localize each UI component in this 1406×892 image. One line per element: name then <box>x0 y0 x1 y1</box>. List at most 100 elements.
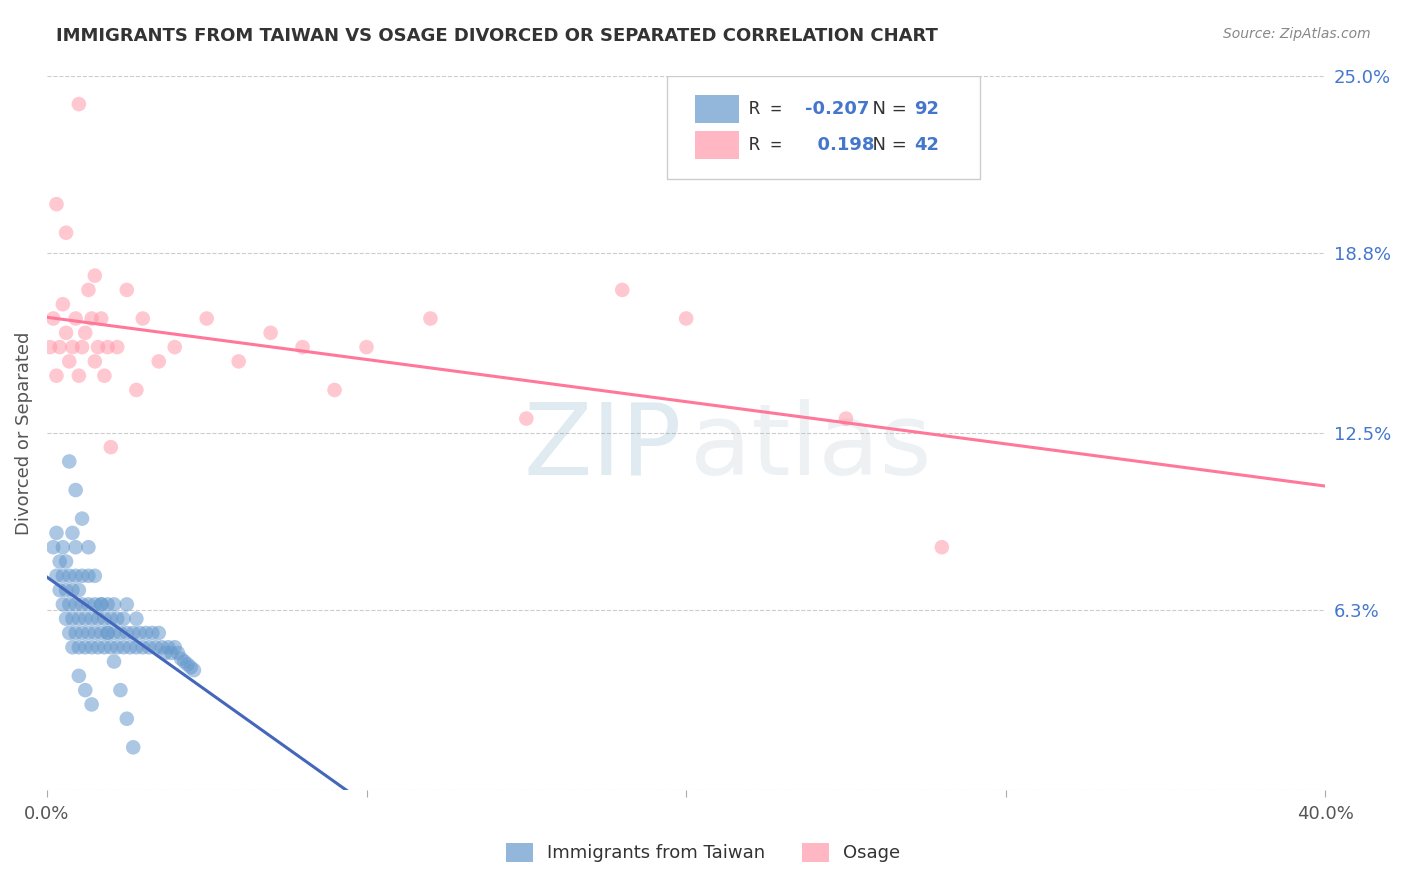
Point <box>48 554 70 568</box>
Point <box>195 311 218 326</box>
Text: R =: R = <box>749 100 793 118</box>
Point <box>80 311 103 326</box>
Point <box>97 626 120 640</box>
Point <box>100 640 122 655</box>
Point <box>67 612 90 626</box>
Point <box>62 640 84 655</box>
Point <box>58 454 80 468</box>
Point <box>75 326 97 340</box>
Point <box>163 340 186 354</box>
Point <box>55 612 77 626</box>
Text: -0.207: -0.207 <box>806 100 869 118</box>
Point <box>75 683 97 698</box>
Point <box>132 640 155 655</box>
Text: 42: 42 <box>914 136 939 153</box>
Point <box>67 97 90 112</box>
Point <box>77 626 100 640</box>
Point <box>93 368 115 383</box>
Point <box>70 511 93 525</box>
Point <box>115 712 138 726</box>
Point <box>163 640 186 655</box>
Text: Source: ZipAtlas.com: Source: ZipAtlas.com <box>1223 27 1371 41</box>
Point <box>112 640 135 655</box>
Point <box>612 283 634 297</box>
Point <box>135 626 157 640</box>
Point <box>58 598 80 612</box>
Point <box>77 283 100 297</box>
Point <box>62 525 84 540</box>
Point <box>75 640 97 655</box>
Point <box>103 655 125 669</box>
Point <box>115 598 138 612</box>
Point <box>52 297 75 311</box>
Point <box>145 640 167 655</box>
Point <box>100 440 122 454</box>
Point <box>65 540 87 554</box>
Point <box>80 640 103 655</box>
Y-axis label: Divorced or Separated: Divorced or Separated <box>15 331 32 534</box>
Point <box>67 669 90 683</box>
Point <box>42 311 65 326</box>
Point <box>110 626 132 640</box>
Point <box>52 598 75 612</box>
Point <box>77 540 100 554</box>
Point <box>67 583 90 598</box>
Point <box>259 326 281 340</box>
Legend: Immigrants from Taiwan, Osage: Immigrants from Taiwan, Osage <box>499 836 907 870</box>
Point <box>153 646 176 660</box>
Point <box>67 368 90 383</box>
Point <box>170 651 193 665</box>
Point <box>58 569 80 583</box>
Point <box>105 612 128 626</box>
Point <box>173 655 195 669</box>
Point <box>83 626 105 640</box>
Point <box>77 598 100 612</box>
Point <box>931 540 953 554</box>
Point <box>52 569 75 583</box>
Point <box>45 197 67 211</box>
Point <box>103 626 125 640</box>
Point <box>148 354 170 368</box>
Point <box>90 598 112 612</box>
Point <box>48 340 70 354</box>
Point <box>90 311 112 326</box>
Point <box>228 354 250 368</box>
Point <box>65 569 87 583</box>
Point <box>55 226 77 240</box>
Point <box>65 626 87 640</box>
Point <box>77 569 100 583</box>
Point <box>65 483 87 497</box>
Point <box>110 683 132 698</box>
Point <box>65 598 87 612</box>
Text: N =: N = <box>862 136 912 153</box>
Point <box>180 660 202 674</box>
Point <box>122 626 145 640</box>
Point <box>103 598 125 612</box>
Point <box>62 583 84 598</box>
Point <box>42 540 65 554</box>
Point <box>58 354 80 368</box>
Point <box>55 554 77 568</box>
Point <box>55 326 77 340</box>
Point <box>83 354 105 368</box>
Point <box>45 525 67 540</box>
Text: ZIP: ZIP <box>524 399 682 496</box>
Point <box>45 368 67 383</box>
Point <box>90 626 112 640</box>
Point <box>291 340 314 354</box>
Point <box>150 640 173 655</box>
Point <box>141 626 163 640</box>
Point <box>835 411 858 425</box>
Point <box>87 640 110 655</box>
Text: 0.198: 0.198 <box>806 136 875 153</box>
Point <box>138 640 160 655</box>
Text: R =: R = <box>749 136 793 153</box>
Text: IMMIGRANTS FROM TAIWAN VS OSAGE DIVORCED OR SEPARATED CORRELATION CHART: IMMIGRANTS FROM TAIWAN VS OSAGE DIVORCED… <box>56 27 938 45</box>
Point <box>97 598 120 612</box>
Text: atlas: atlas <box>690 399 932 496</box>
Point <box>115 626 138 640</box>
Point <box>105 340 128 354</box>
Point <box>167 646 190 660</box>
Point <box>128 626 150 640</box>
Point <box>62 340 84 354</box>
